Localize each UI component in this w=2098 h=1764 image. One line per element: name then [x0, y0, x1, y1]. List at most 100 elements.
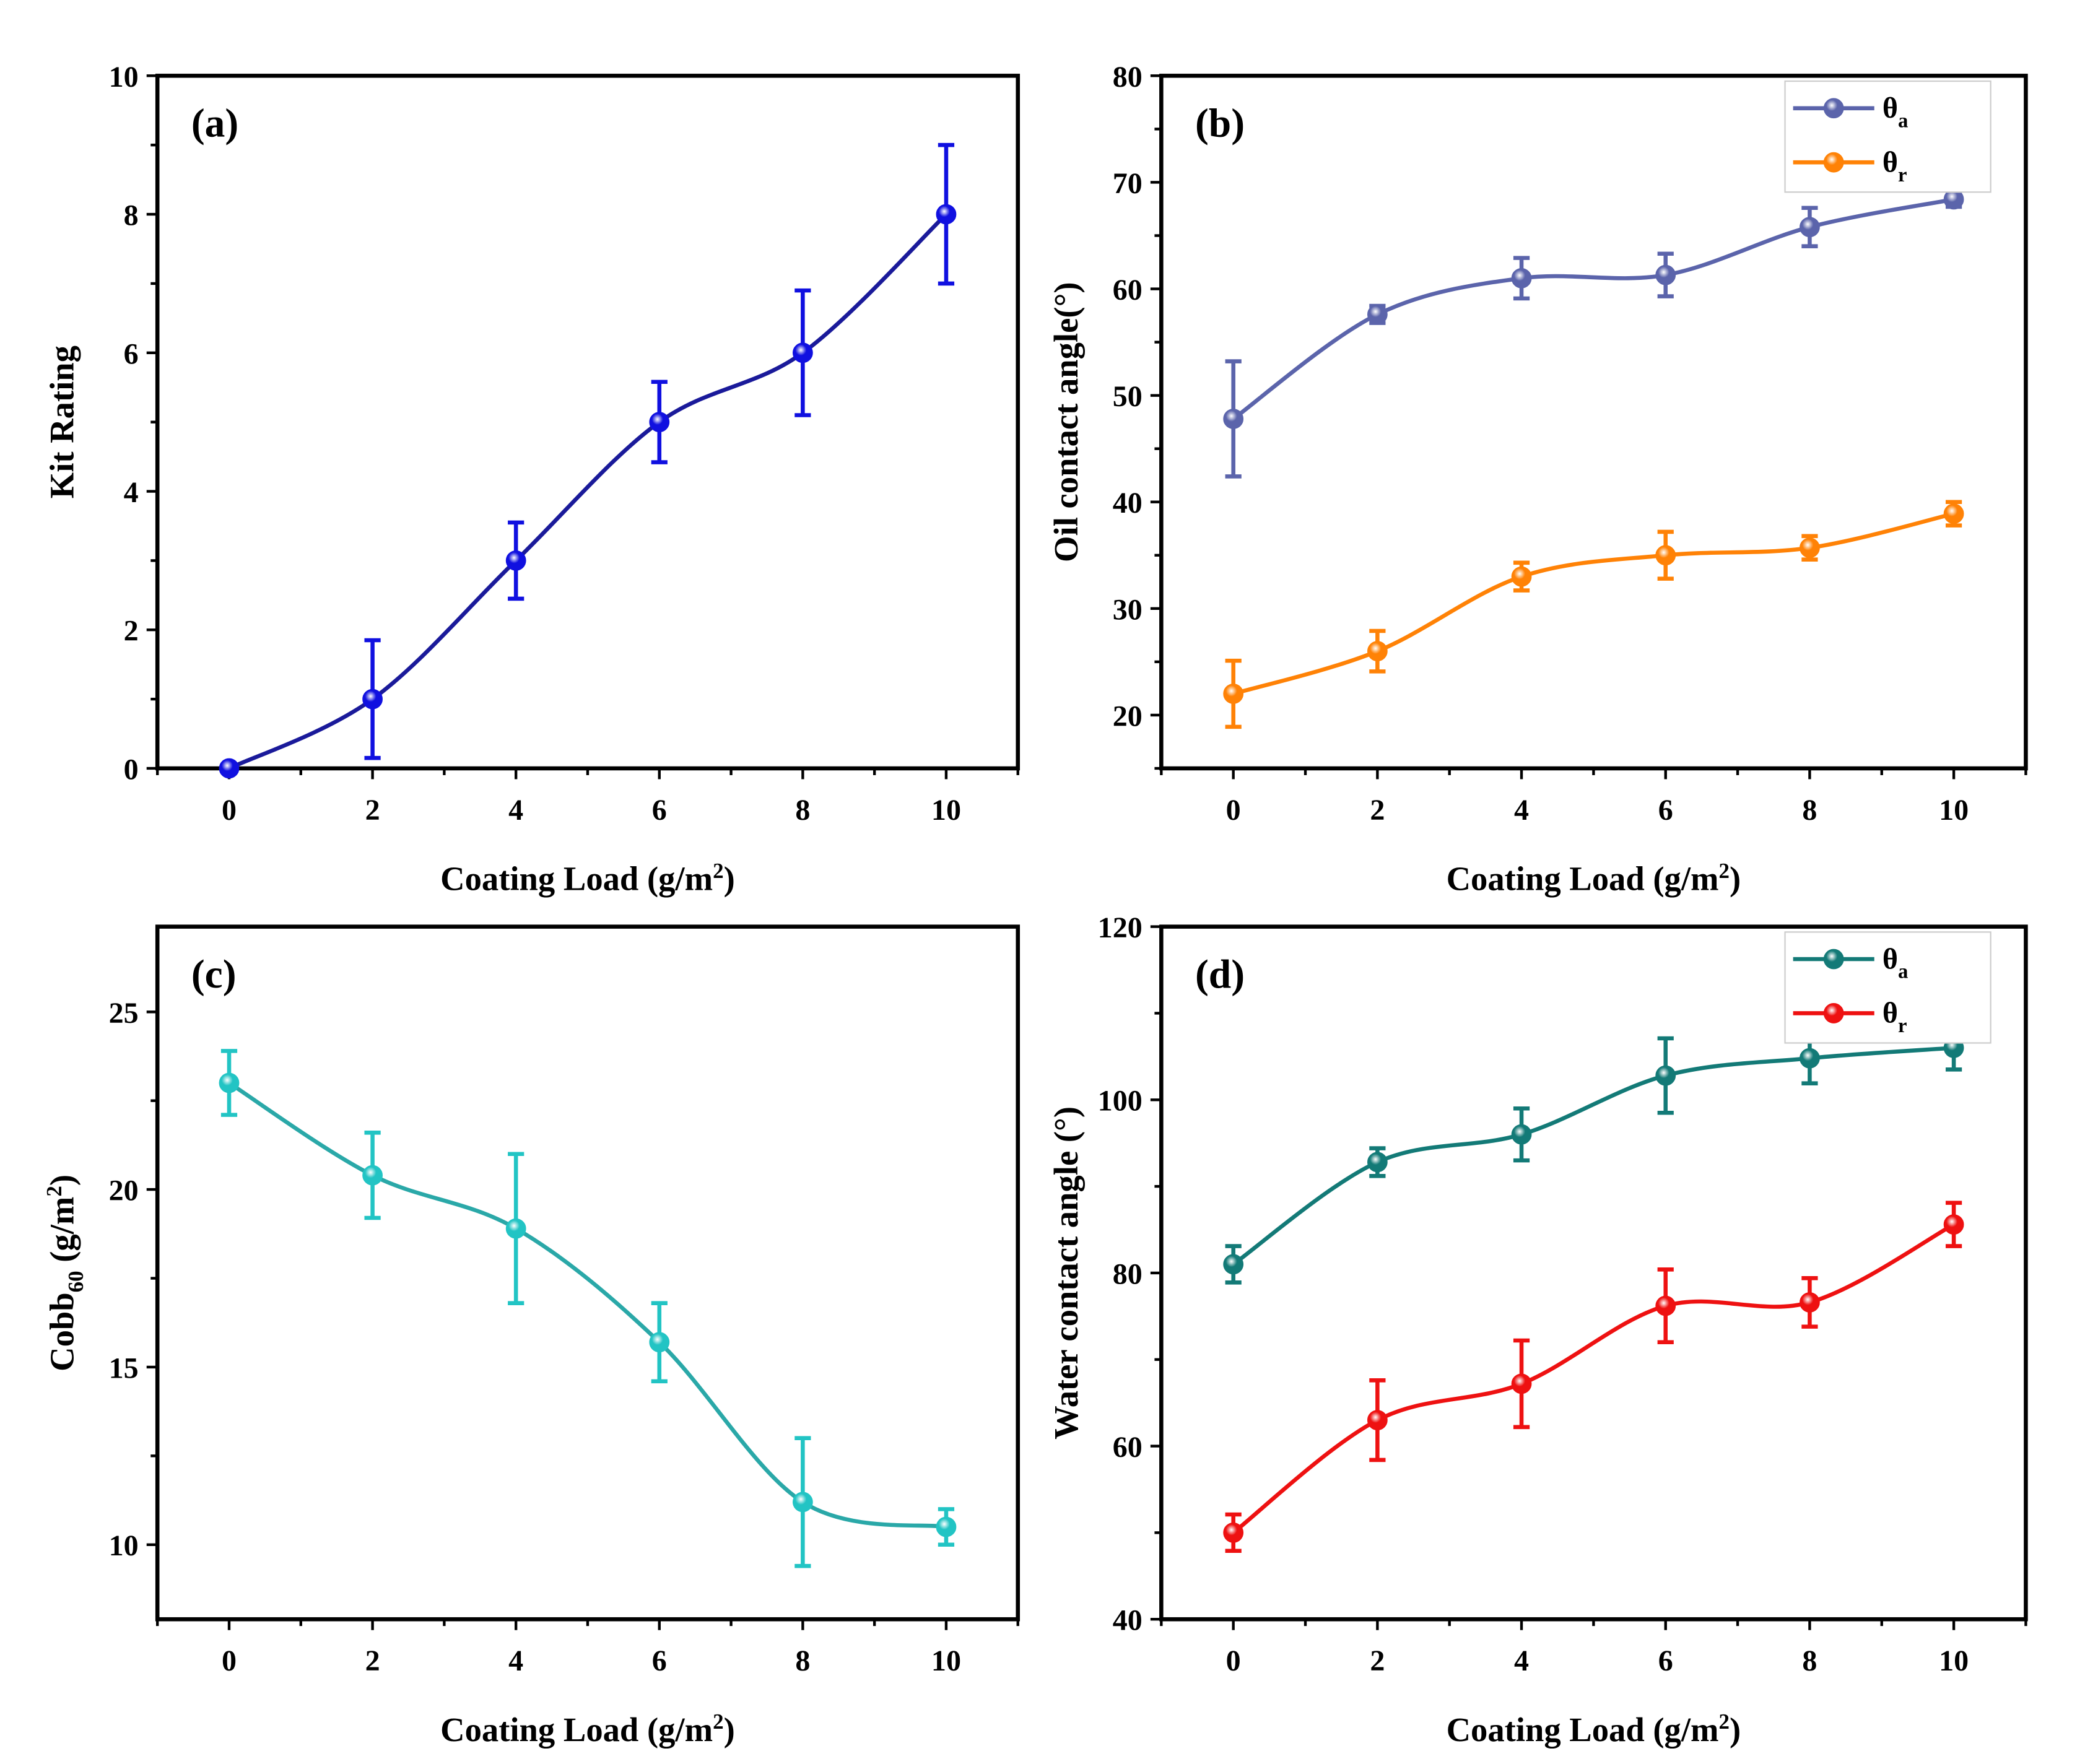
data-point	[792, 342, 813, 363]
panel-label: (a)	[191, 102, 238, 146]
y-tick-label: 4	[124, 476, 139, 509]
x-axis-label-text: Coating Load (g/m	[440, 860, 713, 898]
series-line	[1232, 511, 1954, 696]
legend-label-text: θ	[1883, 997, 1898, 1030]
x-tick-label: 2	[365, 794, 380, 827]
x-tick-label: 6	[1658, 794, 1673, 827]
data-point	[362, 689, 383, 710]
data-point	[1223, 409, 1244, 429]
panel-label: (b)	[1195, 102, 1245, 146]
y-tick-label: 25	[109, 997, 139, 1030]
data-point	[1800, 1292, 1820, 1313]
x-tick-label: 8	[1802, 794, 1817, 827]
data-point	[1511, 1373, 1532, 1394]
data-point	[1800, 1048, 1820, 1069]
y-tick-label: 15	[109, 1352, 139, 1384]
x-tick-label: 10	[931, 1645, 961, 1677]
data-point	[1223, 684, 1244, 704]
data-point	[1943, 1214, 1964, 1235]
legend-marker	[1823, 949, 1844, 970]
y-axis-label: Kit Rating	[43, 345, 81, 498]
series-Kit Rating	[219, 142, 957, 779]
data-point	[1367, 304, 1388, 325]
x-tick-label: 4	[508, 1645, 523, 1677]
legend-label: θa	[1883, 942, 1908, 983]
plot-frame	[155, 74, 1021, 771]
legend-marker	[1823, 98, 1844, 119]
data-point	[1655, 1065, 1676, 1086]
legend-label-sub: r	[1898, 1015, 1907, 1037]
x-axis-label: Coating Load (g/m2)	[1447, 859, 1741, 898]
x-tick-label: 10	[1939, 1645, 1969, 1677]
data-point	[649, 412, 670, 433]
y-axis-label: Water contact angle (°)	[1047, 1106, 1085, 1440]
series-a	[1223, 1024, 1964, 1285]
y-tick-label: 6	[124, 337, 139, 370]
legend-label-text: θ	[1883, 92, 1898, 124]
y-tick-label: 70	[1113, 167, 1143, 200]
x-tick-label: 8	[1802, 1645, 1817, 1677]
series-r	[1223, 500, 1964, 729]
data-point	[1367, 1410, 1388, 1431]
data-point	[362, 1165, 383, 1186]
y-axis-label: Cobb60 (g/m2)	[42, 1175, 88, 1371]
x-tick-label: 2	[1370, 1645, 1385, 1677]
y-tick-label: 80	[1113, 1258, 1143, 1290]
data-point	[1655, 545, 1676, 566]
data-point	[1655, 264, 1676, 285]
data-point	[219, 1072, 240, 1093]
legend-label-sub: a	[1898, 961, 1908, 983]
data-point	[792, 1492, 813, 1513]
x-axis-label-sup: 2	[1719, 1710, 1730, 1734]
y-axis-label-sup: 2	[42, 1186, 66, 1196]
legend-label-text: θ	[1883, 146, 1898, 178]
data-point	[1223, 1523, 1244, 1543]
data-point	[1367, 641, 1388, 662]
x-tick-label: 6	[1658, 1645, 1673, 1677]
x-tick-label: 0	[1226, 794, 1241, 827]
x-tick-label: 4	[1514, 1645, 1529, 1677]
series-line	[228, 212, 948, 770]
legend-label: θr	[1883, 146, 1907, 186]
legend-box	[1784, 931, 1991, 1044]
x-tick-label: 10	[931, 794, 961, 827]
series-r	[1223, 1201, 1964, 1553]
legend-box	[1784, 80, 1991, 193]
x-axis-label-sup: 2	[713, 1710, 723, 1734]
y-tick-label: 20	[1113, 700, 1143, 732]
data-point	[1367, 1152, 1388, 1173]
legend-marker	[1823, 152, 1844, 173]
y-tick-label: 10	[109, 1529, 139, 1562]
y-axis-label-text: Cobb	[43, 1292, 81, 1371]
legend-label-text: θ	[1883, 942, 1898, 975]
x-tick-label: 10	[1939, 794, 1969, 827]
y-tick-label: 10	[109, 61, 139, 93]
y-tick-label: 100	[1098, 1085, 1143, 1118]
y-tick-label: 120	[1098, 911, 1143, 944]
panel-label: (c)	[191, 952, 237, 997]
x-axis-label: Coating Load (g/m2)	[1447, 1710, 1741, 1749]
y-axis-label-sub: 60	[64, 1271, 88, 1292]
y-tick-label: 20	[109, 1175, 139, 1207]
y-axis-label-text: Kit Rating	[43, 345, 81, 498]
legend-label-sub: a	[1898, 110, 1908, 132]
plot-frame	[155, 924, 1021, 1622]
data-point	[1223, 1254, 1244, 1275]
y-tick-label: 60	[1113, 1431, 1143, 1464]
data-point	[936, 204, 957, 225]
y-tick-label: 8	[124, 199, 139, 232]
panel-label: (d)	[1195, 952, 1245, 997]
y-axis-label-text: Oil contact angle(°)	[1047, 282, 1085, 562]
series-a	[1223, 189, 1964, 479]
x-axis-label-sup: 2	[1719, 859, 1730, 883]
y-tick-label: 40	[1113, 1604, 1143, 1637]
legend-label-sub: r	[1898, 164, 1907, 186]
x-axis-label: Coating Load (g/m2)	[440, 1710, 735, 1749]
data-point	[1511, 1124, 1532, 1145]
y-tick-label: 2	[124, 615, 139, 648]
data-point	[1511, 267, 1532, 289]
